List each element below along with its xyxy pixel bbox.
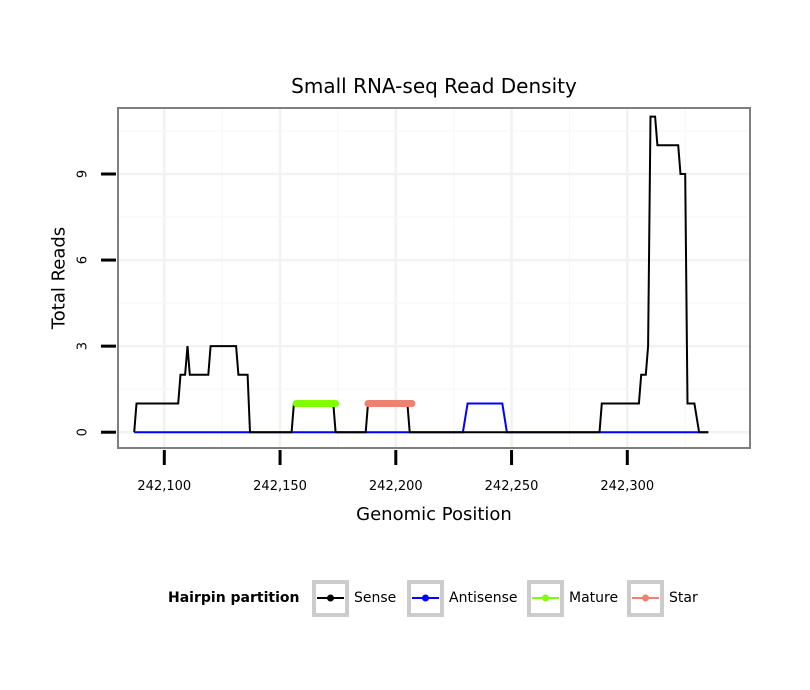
legend-item-star: Star xyxy=(627,580,698,617)
legend-title: Hairpin partition xyxy=(168,590,299,606)
legend-key-point xyxy=(542,594,549,602)
legend-item-antisense: Antisense xyxy=(407,580,518,617)
legend-key-point xyxy=(422,594,429,602)
x-tick-label: 242,300 xyxy=(600,479,654,494)
legend: Hairpin partition Sense Antisense Mature St… xyxy=(168,580,698,617)
x-axis: 242,100 242,150 242,200 242,250 242,300 xyxy=(137,450,654,494)
y-tick-label: 3 xyxy=(76,342,91,350)
y-tick-label: 9 xyxy=(76,170,91,178)
legend-label: Star xyxy=(669,590,698,606)
x-tick-label: 242,100 xyxy=(137,479,191,494)
legend-items: Sense Antisense Mature Star xyxy=(312,580,698,617)
y-axis: 0 3 6 9 xyxy=(76,170,116,436)
x-tick-label: 242,250 xyxy=(485,479,539,494)
x-axis-title: Genomic Position xyxy=(356,504,512,525)
y-tick-label: 6 xyxy=(76,256,91,264)
x-tick-label: 242,200 xyxy=(369,479,423,494)
legend-item-sense: Sense xyxy=(312,580,396,617)
plot-border xyxy=(117,107,751,449)
legend-key-point xyxy=(327,594,334,602)
legend-label: Antisense xyxy=(449,590,518,606)
plot-panel xyxy=(118,108,750,448)
x-tick-label: 242,150 xyxy=(253,479,307,494)
legend-label: Sense xyxy=(354,590,396,606)
y-tick-label: 0 xyxy=(76,428,91,436)
legend-label: Mature xyxy=(569,590,618,606)
legend-item-mature: Mature xyxy=(527,580,618,617)
y-axis-title: Total Reads xyxy=(49,227,70,330)
data-series xyxy=(133,115,709,434)
legend-key-point xyxy=(642,594,649,602)
chart-title: Small RNA-seq Read Density xyxy=(291,74,577,98)
